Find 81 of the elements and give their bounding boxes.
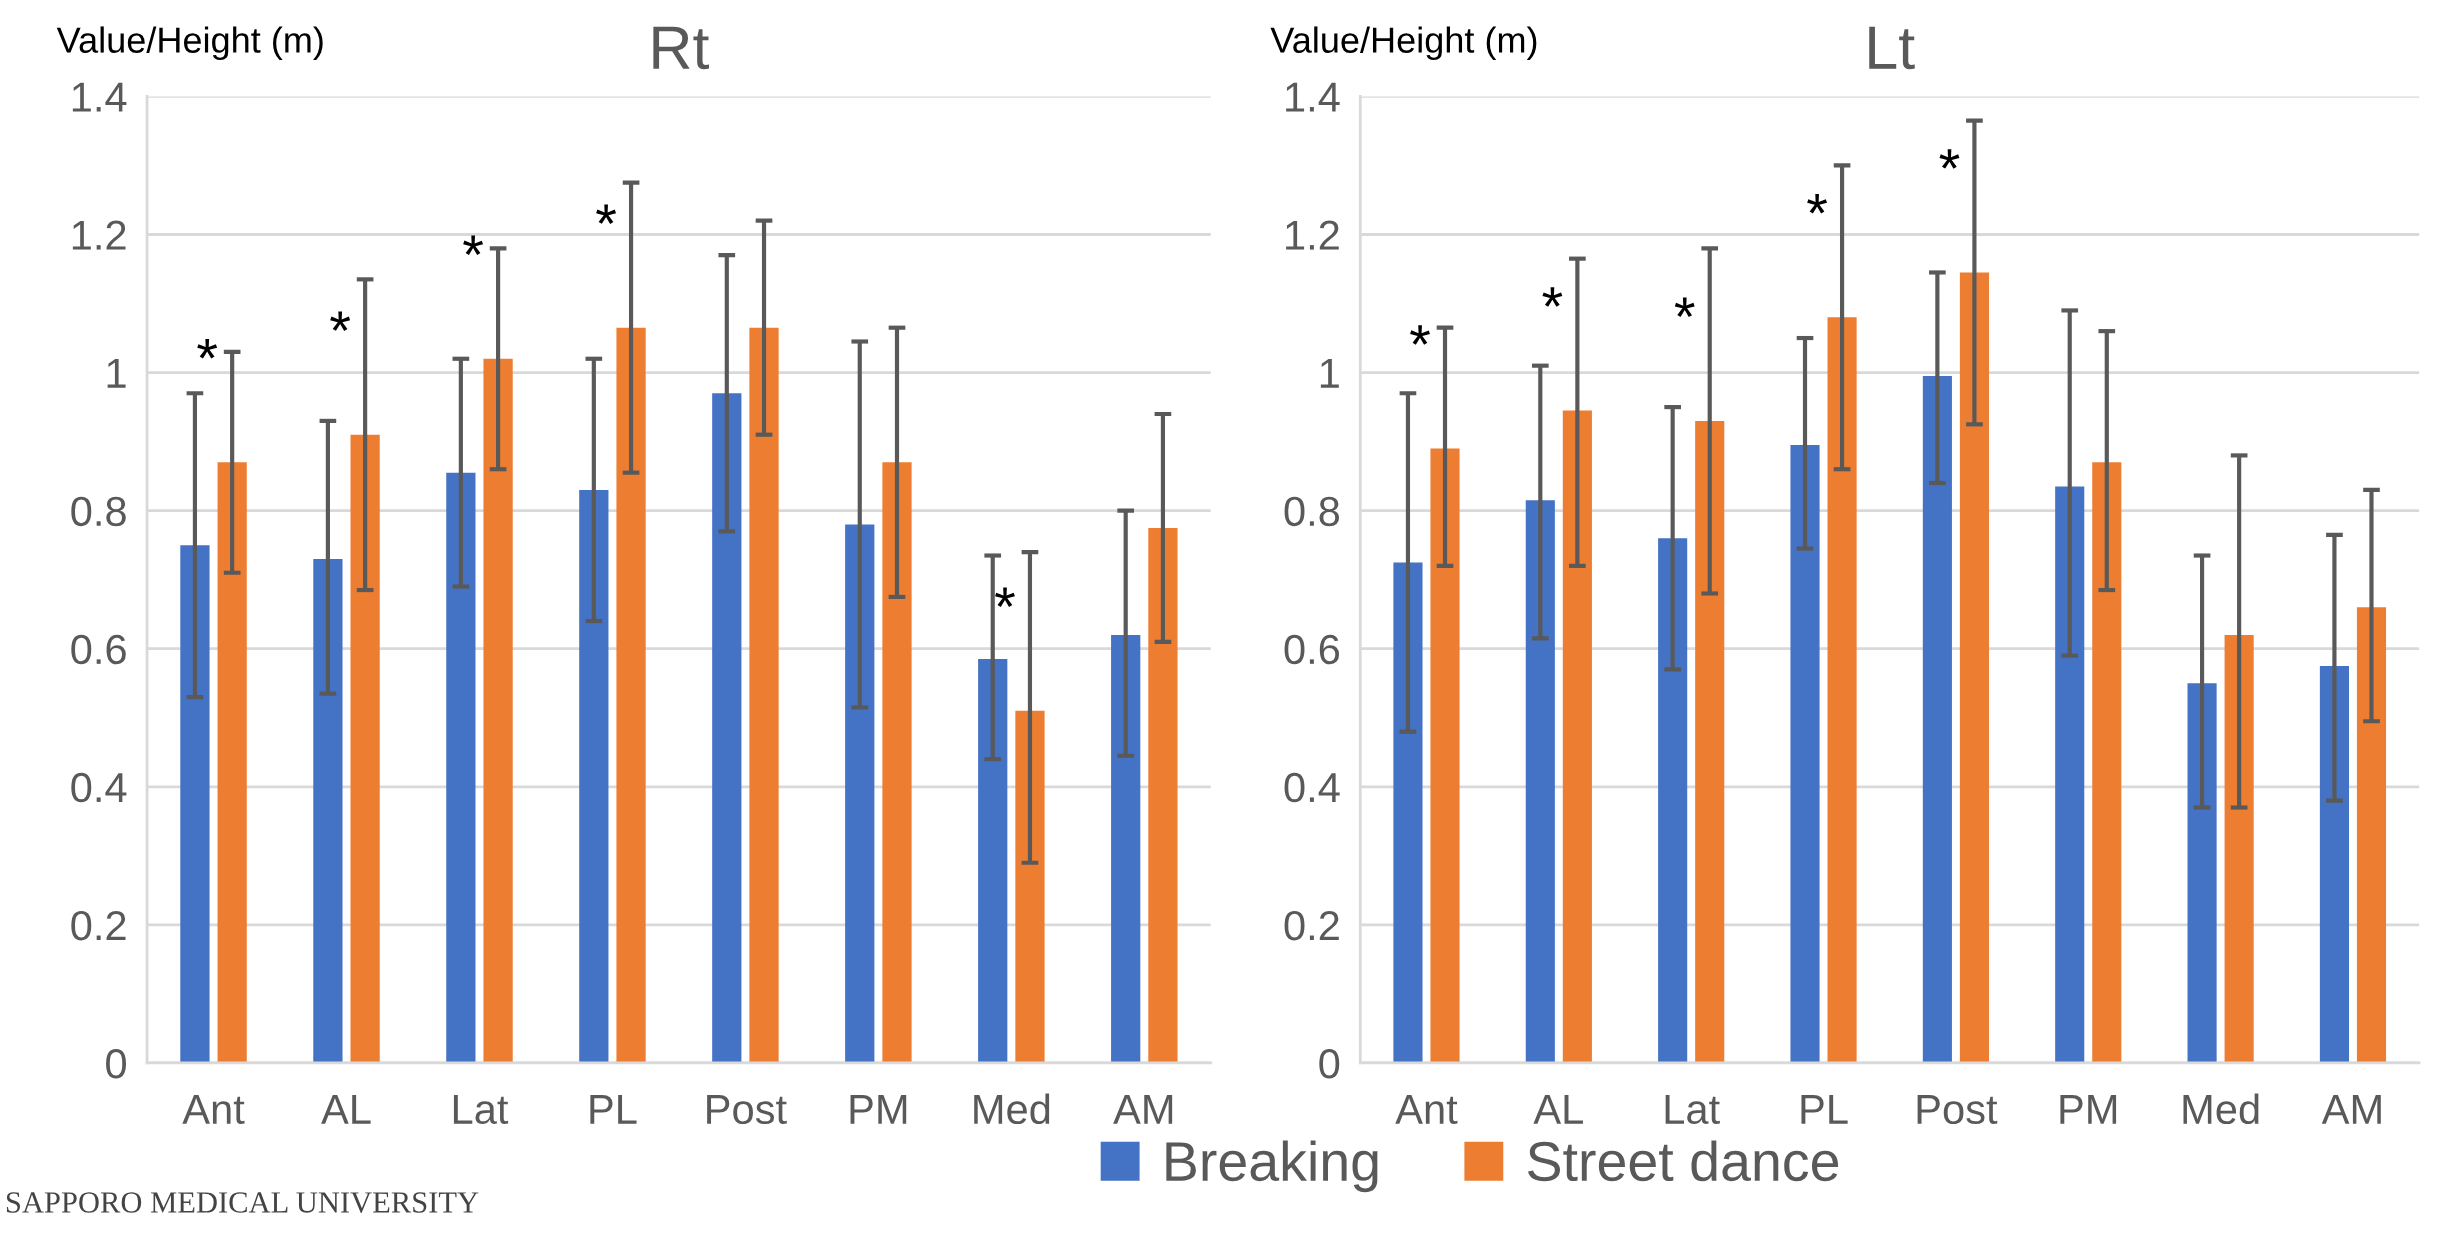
y-tick-label: 0: [1319, 1048, 1340, 1079]
bar: [1827, 317, 1857, 1063]
y-tick-label: 1: [107, 359, 126, 388]
x-tick-label: Ant: [1395, 1095, 1458, 1125]
bar: [1525, 500, 1555, 1063]
x-tick-label: Lat: [453, 1095, 509, 1125]
y-tick-label: 0.8: [1284, 496, 1340, 527]
text: SAPPORO MEDICAL UNIVERSITY: [6, 1192, 479, 1213]
bar: [350, 434, 380, 1063]
bar: [845, 524, 875, 1063]
x-tick-label: AL: [321, 1095, 371, 1124]
legend-label: Street dance: [1528, 1140, 1839, 1182]
y-tick-label: 1.4: [72, 82, 127, 112]
data-label: *: [995, 587, 1015, 608]
y-tick-label: 1: [1320, 359, 1339, 388]
y-tick-label: 0: [106, 1048, 126, 1079]
bar: [1695, 420, 1725, 1063]
x-tick-label: Med: [2183, 1093, 2259, 1125]
bar: [2187, 683, 2217, 1063]
bar: [1430, 448, 1460, 1063]
bar: [180, 545, 210, 1063]
bar: [2055, 486, 2085, 1063]
bar: [1148, 527, 1178, 1063]
y-tick-label: 1.2: [72, 220, 126, 250]
data-label: *: [1410, 325, 1430, 345]
bar: [1959, 272, 1989, 1063]
bar: [579, 489, 609, 1063]
bar: [1790, 445, 1820, 1063]
chart-title: Lt: [1869, 26, 1915, 70]
bar: [446, 472, 476, 1063]
y-axis-title: Value/Height (m): [1270, 26, 1537, 61]
x-tick-label: PM: [2060, 1095, 2117, 1124]
y-tick-label: 0.6: [1284, 634, 1340, 665]
bar: [483, 358, 513, 1063]
data-label: *: [463, 235, 484, 255]
x-tick-label: Lat: [1665, 1095, 1720, 1125]
y-tick-label: 0.6: [71, 634, 126, 665]
bar: [2224, 634, 2254, 1063]
data-label: *: [1939, 149, 1960, 169]
x-tick-label: AM: [1113, 1095, 1173, 1124]
data-label: *: [330, 311, 351, 331]
chart-title: Rt: [653, 26, 710, 70]
bar: [616, 327, 646, 1063]
bar: [1111, 634, 1141, 1063]
y-tick-label: 0.2: [1284, 910, 1339, 941]
bar: [1658, 538, 1688, 1063]
x-tick-label: Post: [707, 1095, 787, 1125]
y-tick-label: 0.8: [71, 496, 126, 527]
x-tick-label: AL: [1533, 1095, 1583, 1124]
x-tick-label: Post: [1917, 1095, 1998, 1125]
data-label: *: [1674, 297, 1695, 318]
bar: [749, 327, 779, 1063]
bar: [217, 462, 247, 1063]
y-tick-label: 1.4: [1286, 82, 1340, 112]
bar: [712, 393, 742, 1063]
data-label: *: [1807, 194, 1828, 214]
bar: [1922, 376, 1952, 1063]
bar: [313, 558, 343, 1063]
x-tick-label: PL: [590, 1095, 637, 1124]
x-tick-label: Med: [974, 1093, 1050, 1125]
y-tick-label: 0.4: [1284, 772, 1340, 803]
bar: [1015, 710, 1045, 1063]
y-tick-label: 1.2: [1286, 220, 1339, 250]
x-tick-label: AM: [2321, 1095, 2381, 1124]
y-tick-label: 0.2: [71, 910, 126, 941]
bar: [882, 462, 912, 1063]
x-tick-label: PM: [850, 1095, 907, 1124]
bar: [2319, 665, 2349, 1063]
legend-label: Breaking: [1166, 1140, 1378, 1193]
data-label: *: [197, 339, 218, 359]
y-axis-title: Value/Height (m): [56, 26, 323, 61]
y-tick-label: 0.4: [71, 772, 127, 803]
bar: [2356, 607, 2387, 1063]
bar: [1562, 410, 1592, 1063]
data-label: *: [1542, 287, 1563, 307]
bar: [978, 659, 1008, 1063]
x-tick-label: PL: [1801, 1095, 1848, 1124]
data-label: *: [596, 204, 616, 224]
bar: [2092, 462, 2122, 1063]
x-tick-label: Ant: [182, 1095, 245, 1125]
bar: [1393, 562, 1423, 1063]
